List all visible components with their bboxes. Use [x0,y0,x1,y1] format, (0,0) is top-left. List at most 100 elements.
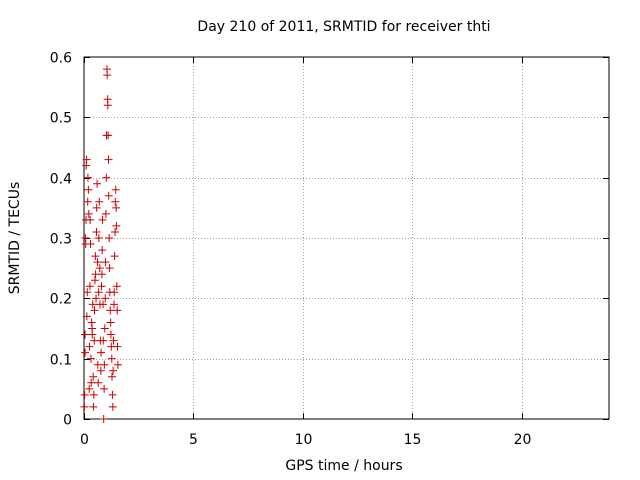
data-point [113,306,122,315]
data-point [106,330,115,339]
data-point [104,131,113,140]
data-point [101,209,110,218]
data-point [108,372,116,381]
data-point [109,336,118,345]
data-point [82,155,91,164]
data-point [113,342,122,351]
data-point [111,185,120,194]
data-point [107,354,116,363]
data-point [112,203,121,212]
data-point [106,318,115,327]
data-point [90,276,99,285]
data-point [108,402,117,411]
data-point [105,264,114,273]
data-point [95,264,104,273]
data-point [92,227,101,236]
data-point [94,378,103,387]
x-tick-label: 10 [295,432,313,448]
x-tick-label: 5 [189,432,198,448]
data-point [89,390,98,399]
data-point [105,234,114,242]
grid-lines [84,57,609,419]
data-point [91,252,100,261]
x-tick-label: 15 [404,432,422,448]
data-point [95,197,104,206]
data-point [109,366,118,375]
data-point [102,173,111,182]
y-tick-label: 0.1 [50,353,72,369]
data-point [97,270,106,279]
data-point [99,415,108,423]
data-point [110,288,119,297]
data-point [92,294,101,303]
axis-ticks: 0 0.1 0.2 0.3 0.4 0.5 0.6 0 5 10 15 20 [50,51,609,448]
data-point [90,306,99,315]
data-point [110,252,119,261]
y-axis-label: SRMTID / TECUs [7,182,23,295]
data-point [93,258,102,267]
data-point [89,402,98,411]
data-point [84,185,93,194]
data-point [82,312,91,321]
data-point [112,221,121,230]
data-point [84,209,93,218]
data-point [97,282,106,291]
data-point [89,372,98,381]
data-point [86,240,95,249]
x-tick-label: 20 [514,432,532,448]
data-point [85,282,94,291]
y-tick-label: 0.4 [50,172,72,188]
data-point [88,330,97,339]
data-point [85,342,94,351]
y-tick-label: 0.6 [50,51,72,67]
x-axis-label: GPS time / hours [285,458,402,474]
y-tick-label: 0 [63,413,72,429]
data-point [103,101,112,110]
data-point [112,282,121,291]
data-point [97,348,106,357]
y-tick-label: 0.2 [50,292,72,308]
data-point [100,324,109,333]
data-point [85,384,94,393]
data-point [88,300,97,309]
data-point [87,354,95,363]
data-point [83,173,92,182]
data-point [111,227,120,236]
data-point [100,360,109,369]
data-point [111,197,120,206]
data-point [96,366,105,375]
data-point [108,390,117,399]
data-point [104,191,113,200]
data-point [98,215,107,224]
data-point [113,360,122,369]
data-point [101,258,110,267]
data-point [83,197,92,206]
data-point [106,306,115,315]
data-point [80,402,89,411]
data-point [99,300,108,309]
data-point [99,336,108,345]
y-tick-label: 0.5 [50,111,72,127]
data-point [93,179,102,188]
data-point [98,246,107,255]
data-point [87,378,96,387]
x-tick-label: 0 [80,432,89,448]
data-point [104,155,113,164]
data-point [81,348,90,357]
data-point [101,294,110,303]
data-point [100,384,109,393]
y-tick-label: 0.3 [50,232,72,248]
data-point [86,215,95,224]
data-point [103,71,112,80]
data-point [80,390,89,399]
data-point [81,330,90,339]
data-point [109,300,118,309]
data-point [83,288,92,297]
data-points [80,65,122,423]
data-point [94,234,103,242]
data-point [94,288,103,297]
chart-title: Day 210 of 2011, SRMTID for receiver tht… [197,19,490,35]
data-point [92,203,101,212]
